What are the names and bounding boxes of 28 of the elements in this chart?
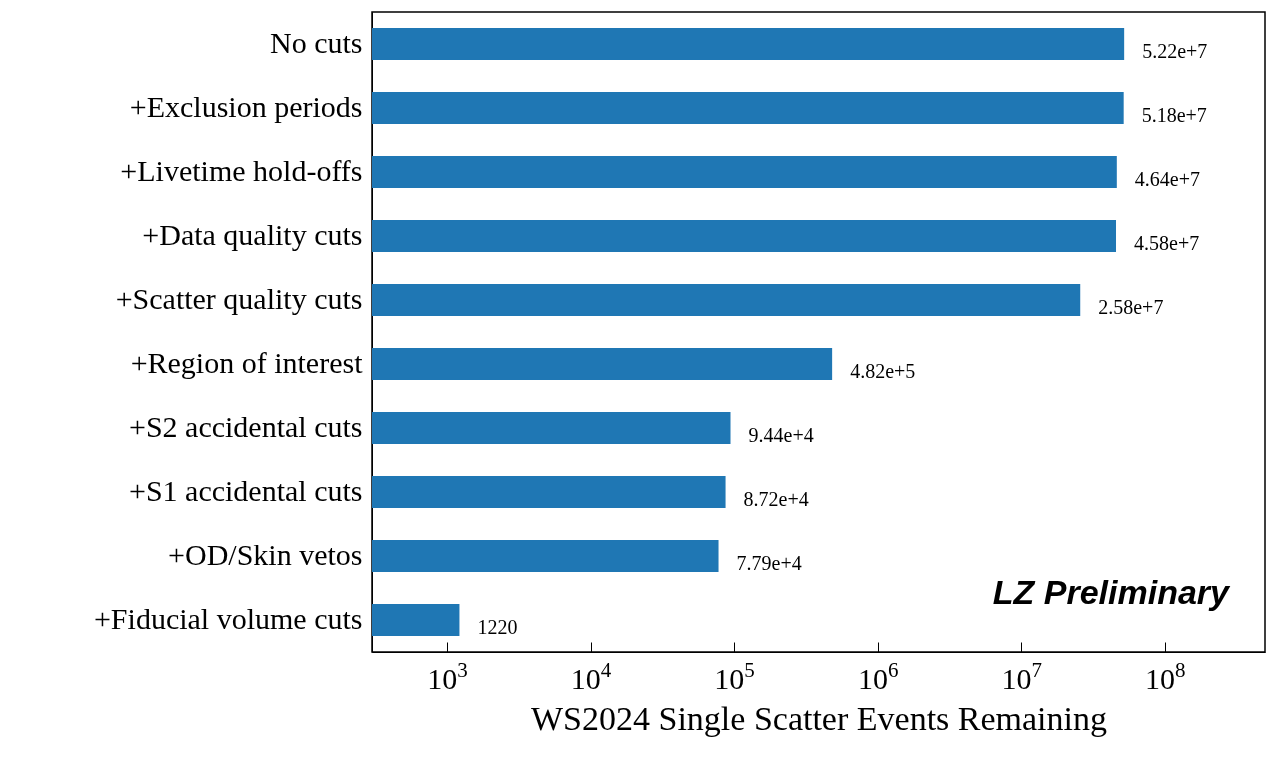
data-label: 4.82e+5 — [850, 360, 916, 382]
data-label: 2.58e+7 — [1098, 296, 1164, 318]
data-label: 7.79e+4 — [736, 552, 802, 574]
y-tick-label: No cuts — [270, 26, 363, 59]
y-tick-label: +OD/Skin vetos — [168, 538, 363, 571]
x-tick-label: 10$^{8}$ — [1144, 657, 1186, 695]
data-label: 1220 — [477, 616, 518, 638]
data-label: 9.44e+4 — [748, 424, 814, 446]
data-label: 5.18e+7 — [1141, 104, 1207, 126]
y-tick-label: +S2 accidental cuts — [128, 410, 363, 443]
y-tick-label: +S1 accidental cuts — [128, 474, 363, 507]
data-label: 4.64e+7 — [1134, 168, 1200, 190]
y-tick-label: +Exclusion periods — [129, 90, 363, 123]
y-tick-label: +Scatter quality cuts — [115, 282, 363, 315]
x-tick-label: 10$^{4}$ — [570, 657, 612, 695]
x-axis-title: WS2024 Single Scatter Events Remaining — [530, 699, 1108, 737]
x-tick-label: 10$^{7}$ — [1001, 657, 1042, 695]
data-label: 4.58e+7 — [1134, 232, 1200, 254]
y-tick-label: +Fiducial volume cuts — [93, 602, 363, 635]
y-tick-label: +Livetime hold-offs — [120, 154, 363, 187]
annotation: LZ Preliminary — [992, 573, 1232, 611]
data-label: 5.22e+7 — [1142, 40, 1208, 62]
x-tick-label: 10$^{3}$ — [427, 657, 468, 695]
x-tick-label: 10$^{5}$ — [714, 657, 755, 695]
data-label: 8.72e+4 — [743, 488, 809, 510]
y-tick-label: +Region of interest — [130, 346, 364, 379]
x-tick-label: 10$^{6}$ — [857, 657, 899, 695]
y-tick-label: +Data quality cuts — [142, 218, 363, 251]
